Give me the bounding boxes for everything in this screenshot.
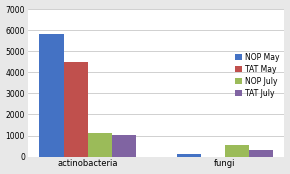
Bar xyxy=(39,34,64,157)
Legend: NOP May, TAT May, NOP July, TAT July: NOP May, TAT May, NOP July, TAT July xyxy=(234,51,281,100)
Bar xyxy=(225,145,249,157)
Bar xyxy=(64,62,88,157)
Bar xyxy=(112,135,135,157)
Bar xyxy=(249,150,273,157)
Bar xyxy=(88,133,112,157)
Bar xyxy=(177,153,201,157)
